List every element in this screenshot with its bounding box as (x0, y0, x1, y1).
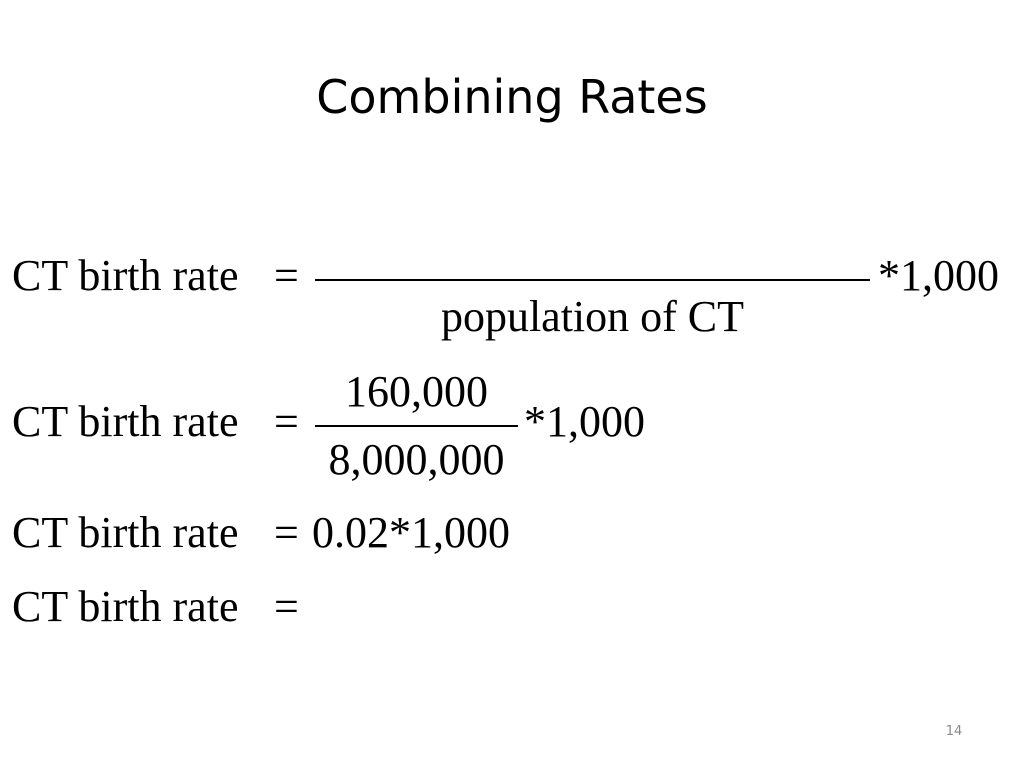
equals-sign: = (274, 251, 299, 300)
slide-title: Combining Rates (316, 70, 708, 124)
multiplier: *1,000 (524, 397, 645, 446)
fraction-numerator: 160,000 (345, 367, 488, 416)
multiplier: *1,000 (878, 251, 999, 300)
equation-lhs: CT birth rate (12, 582, 239, 631)
equals-sign: = (274, 397, 299, 446)
equation-lhs: CT birth rate (12, 508, 239, 557)
equation-expression: 0.02*1,000 (312, 508, 510, 557)
fraction-denominator: population of CT (440, 292, 745, 341)
fraction-bar (315, 425, 518, 427)
page-number: 14 (945, 724, 963, 739)
equals-sign: = (274, 582, 299, 631)
equation-lhs: CT birth rate (12, 397, 239, 446)
equals-sign: = (274, 508, 299, 557)
fraction-denominator: 8,000,000 (328, 435, 505, 484)
equation-lhs: CT birth rate (12, 251, 239, 300)
fraction-bar (315, 279, 870, 281)
